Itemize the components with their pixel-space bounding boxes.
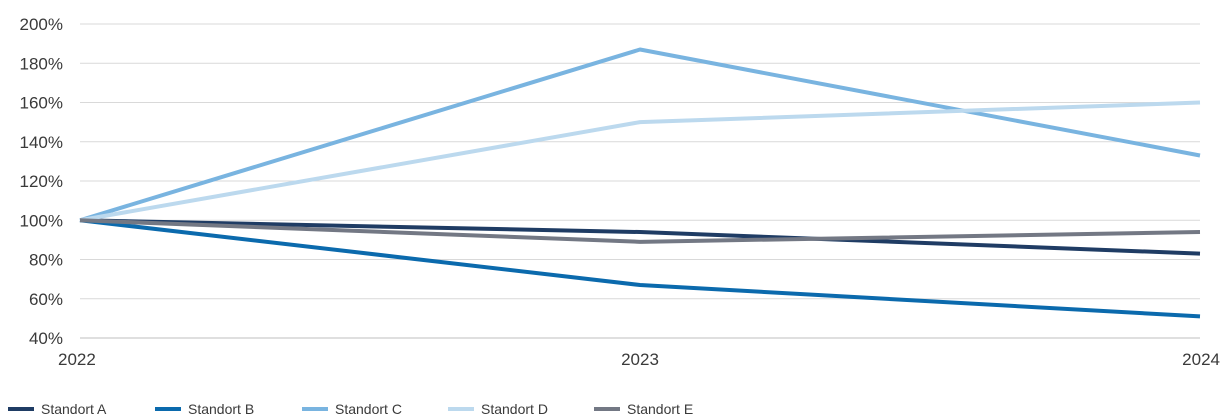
legend-item: Standort D (448, 401, 548, 417)
legend-label: Standort D (481, 401, 548, 417)
legend-item: Standort C (302, 401, 402, 417)
x-tick-label: 2023 (621, 350, 659, 369)
legend-label: Standort C (335, 401, 402, 417)
series-line-standort-a (79, 218, 1201, 256)
y-axis-ticks: 40% 60% 80% 100% 120% 140% 160% 180% 200% (20, 15, 63, 348)
y-tick-label: 100% (20, 211, 63, 230)
y-tick-label: 160% (20, 94, 63, 113)
legend-label: Standort B (188, 401, 254, 417)
legend-item: Standort B (155, 401, 254, 417)
series-line-standort-e (79, 218, 1201, 244)
series-line-standort-c (79, 47, 1201, 223)
y-tick-label: 40% (29, 329, 63, 348)
legend: Standort A Standort B Standort C Standort D… (8, 401, 693, 417)
series-lines (79, 47, 1201, 319)
y-tick-label: 200% (20, 15, 63, 34)
series-line-standort-d (79, 100, 1201, 223)
y-tick-label: 120% (20, 172, 63, 191)
series-line-standort-b (79, 218, 1201, 319)
legend-label: Standort A (41, 401, 107, 417)
y-tick-label: 80% (29, 251, 63, 270)
x-axis-ticks: 2022 2023 2024 (58, 350, 1220, 369)
x-tick-label: 2024 (1182, 350, 1220, 369)
legend-item: Standort A (8, 401, 107, 417)
legend-label: Standort E (627, 401, 693, 417)
x-tick-label: 2022 (58, 350, 96, 369)
y-tick-label: 140% (20, 133, 63, 152)
gridlines (80, 23, 1200, 339)
y-tick-label: 60% (29, 290, 63, 309)
legend-item: Standort E (594, 401, 693, 417)
y-tick-label: 180% (20, 54, 63, 73)
